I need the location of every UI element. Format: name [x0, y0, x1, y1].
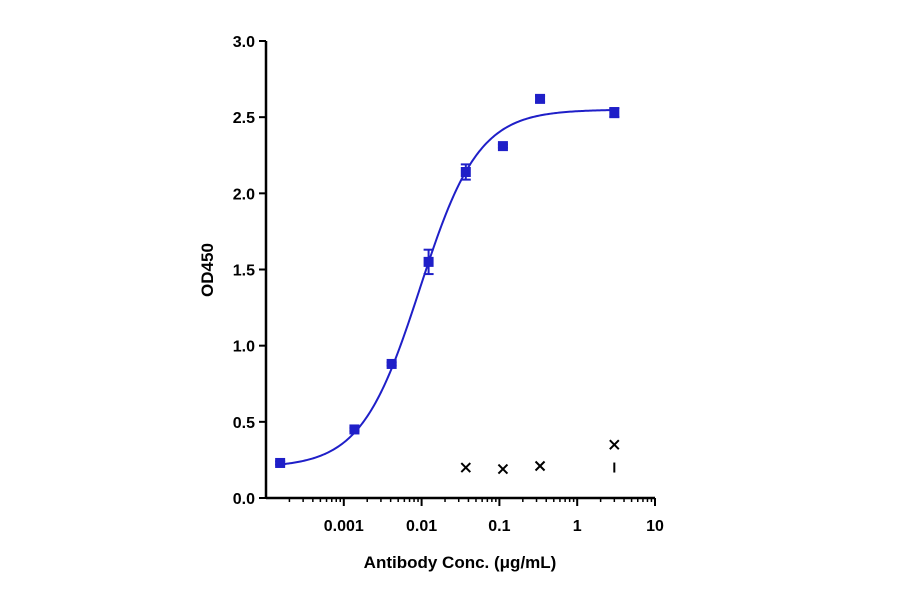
y-ticks: 0.0 0.5 1.0 1.5 2.0 2.5 3.0 — [233, 34, 266, 508]
control-point — [460, 462, 472, 473]
data-point — [609, 107, 620, 118]
x-tick-label: 0.1 — [488, 518, 510, 535]
y-tick-label: 2.5 — [233, 110, 255, 127]
y-axis-title: OD450 — [198, 243, 217, 297]
control-point-stroke — [534, 460, 546, 472]
y-tick-label: 0.0 — [233, 491, 255, 508]
y-tick-label: 3.0 — [233, 34, 255, 51]
x-tick-label: 0.01 — [406, 518, 437, 535]
data-point — [423, 256, 434, 267]
control-point — [497, 463, 509, 475]
error-bars — [275, 94, 620, 466]
data-point — [497, 141, 508, 152]
control-point-stroke — [460, 462, 472, 473]
y-tick-label: 1.5 — [233, 263, 255, 280]
data-point — [535, 93, 546, 104]
control-point — [534, 460, 546, 472]
data-point — [460, 167, 471, 178]
x-axis-title: Antibody Conc. (μg/mL) — [364, 553, 557, 572]
y-tick-label: 1.0 — [233, 339, 255, 356]
control-point-stroke — [497, 463, 509, 475]
data-point — [349, 424, 360, 435]
data-points — [275, 93, 620, 468]
y-tick-label: 0.5 — [233, 415, 255, 432]
data-point — [386, 358, 397, 369]
fit-curve — [280, 108, 617, 466]
x-tick-label: 0.001 — [324, 518, 364, 535]
x-tick-label: 1 — [573, 518, 582, 535]
y-tick-label: 2.0 — [233, 186, 255, 203]
data-point — [275, 457, 286, 468]
control-point — [609, 439, 620, 450]
control-point-stroke — [609, 439, 620, 450]
x-tick-label: 10 — [646, 518, 664, 535]
control-points — [460, 439, 620, 475]
x-ticks: 0.001 0.01 0.1 1 10 — [288, 498, 664, 535]
